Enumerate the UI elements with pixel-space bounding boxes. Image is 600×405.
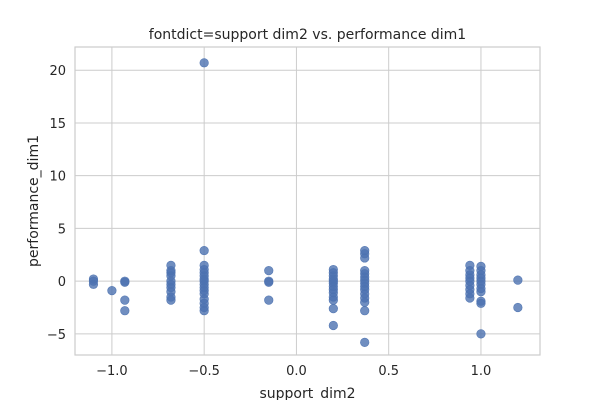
y-axis-label: performance_dim1 [26,135,42,267]
data-point [120,306,130,316]
grid [75,47,540,355]
data-point [264,295,274,305]
data-point [120,277,130,287]
x-axis-label: support_dim2 [259,386,355,400]
data-point [88,279,99,289]
x-tick-label: 0.0 [286,364,307,379]
data-point [328,303,338,314]
data-point [513,302,523,313]
data-point [513,275,523,285]
y-tick-label: 0 [58,275,66,290]
data-point [360,337,370,347]
data-points [88,58,523,347]
data-point [360,253,370,263]
plot-frame [74,46,541,356]
x-tick-label: −0.5 [188,364,220,379]
data-point [199,58,209,68]
x-tick-label: 0.5 [378,364,399,379]
data-point [465,293,475,303]
data-point [476,287,486,297]
data-point [476,329,486,339]
data-point [360,306,370,316]
data-point [360,297,370,307]
chart-title: fontdict=support dim2 vs. performance di… [149,27,466,43]
y-tick-label: 20 [49,64,66,79]
data-point [328,320,338,331]
data-point [166,295,176,305]
y-tick-label: 5 [58,222,66,237]
x-tick-label: 1.0 [471,364,492,379]
data-point [199,245,209,256]
data-point [476,298,486,308]
data-point [107,286,117,296]
data-point [264,277,274,287]
y-tick-label: 15 [49,117,66,132]
y-tick-label: −5 [47,328,66,343]
tick-labels: −1.0 −0.5 0.0 0.5 1.0 −5 0 5 10 15 20 [47,64,491,379]
x-tick-label: −1.0 [96,364,128,379]
data-point [120,295,130,305]
y-tick-label: 10 [49,170,66,185]
data-point [328,295,338,305]
data-point [264,266,274,276]
data-point [199,306,209,316]
